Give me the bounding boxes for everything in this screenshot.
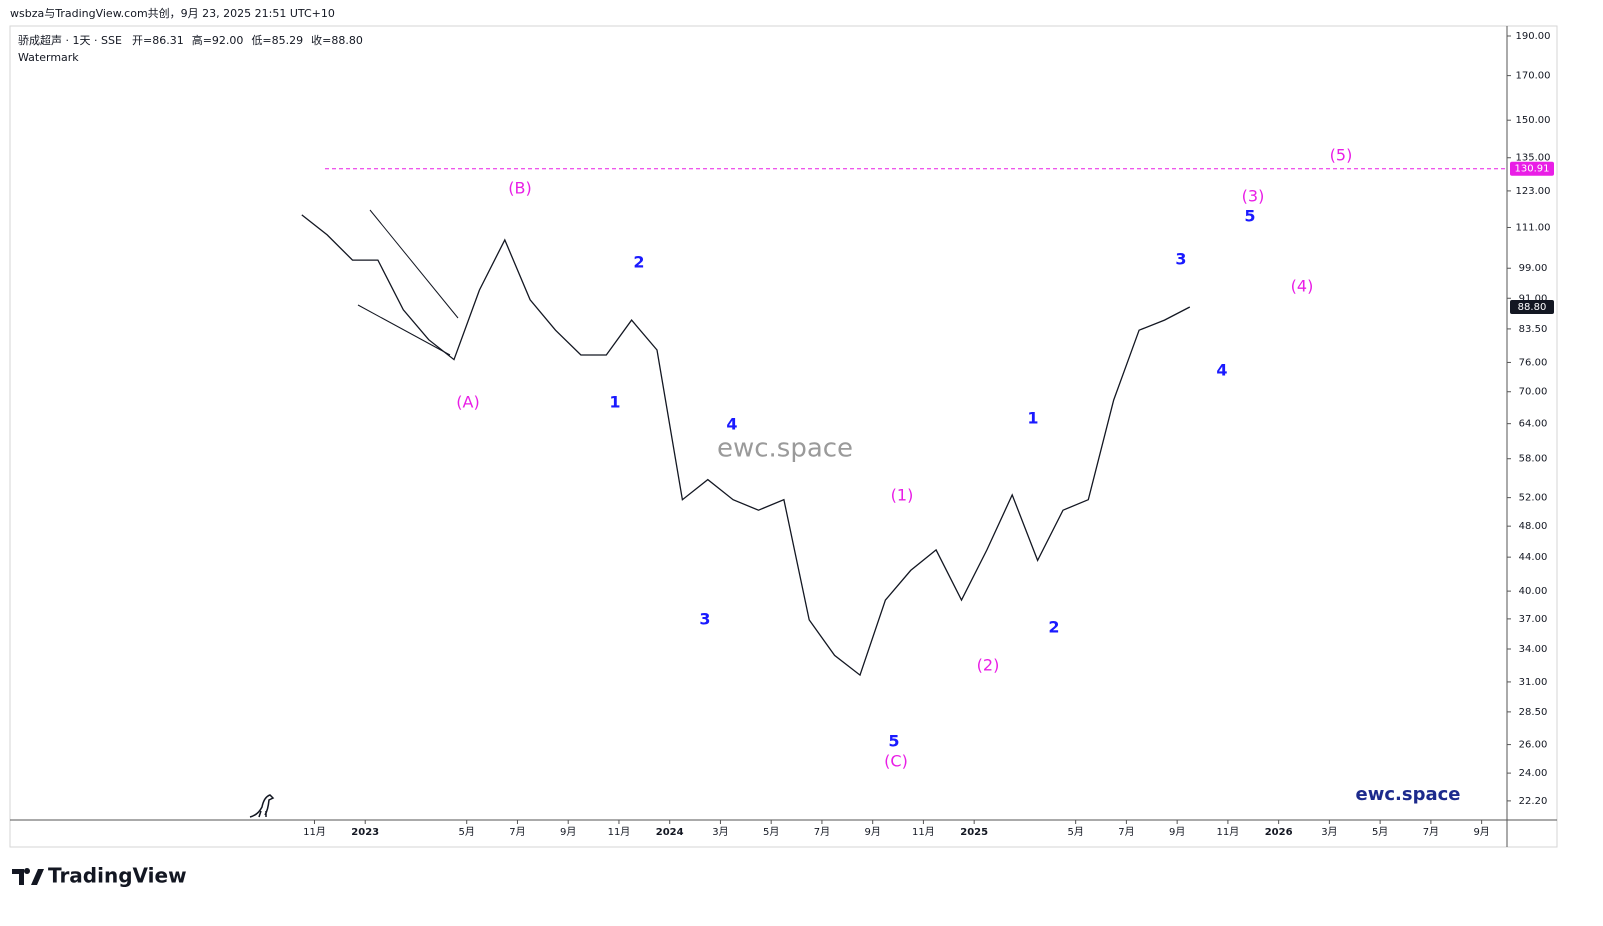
wedge-line: [369, 209, 459, 319]
y-tick-label: 48.00: [1519, 521, 1548, 532]
wave-label: (4): [1291, 277, 1314, 296]
y-tick-label: 52.00: [1519, 493, 1548, 504]
y-tick-label: 26.00: [1519, 740, 1548, 751]
x-tick-label: 7月: [1118, 826, 1134, 838]
x-tick-label: 2024: [656, 827, 684, 838]
wave-label: 3: [699, 610, 710, 629]
x-tick-label: 5月: [1067, 826, 1083, 838]
x-tick-label: 7月: [1423, 826, 1439, 838]
y-tick-label: 135.00: [1516, 153, 1551, 164]
x-tick-label: 3月: [1321, 826, 1337, 838]
y-tick-label: 40.00: [1519, 586, 1548, 597]
y-tick-label: 37.00: [1519, 614, 1548, 625]
hline-label-bg: [1510, 161, 1554, 176]
wave-label: 5: [1244, 207, 1255, 226]
ohlc-value: 开=86.31: [132, 34, 184, 47]
x-tick-label: 9月: [560, 826, 576, 838]
x-tick-label: 2026: [1265, 827, 1293, 838]
x-tick-label: 2023: [351, 827, 379, 838]
x-tick-label: 3月: [712, 826, 728, 838]
x-tick-label: 11月: [912, 826, 935, 838]
wave-label: (B): [508, 179, 531, 198]
x-tick-label: 5月: [459, 826, 475, 838]
last-price-label: 88.80: [1518, 302, 1547, 313]
y-tick-label: 170.00: [1516, 71, 1551, 82]
x-tick-label: 7月: [509, 826, 525, 838]
wave-label: 4: [1216, 361, 1227, 380]
x-tick-label: 9月: [1169, 826, 1185, 838]
wave-label: (A): [456, 393, 479, 412]
credit: wsbza与TradingView.com共创，9月 23, 2025 21:5…: [10, 7, 335, 20]
y-tick-label: 83.50: [1519, 324, 1548, 335]
y-tick-label: 58.00: [1519, 454, 1548, 465]
symbol: 骄成超声 · 1天 · SSE: [18, 33, 122, 47]
wave-label: 1: [609, 393, 620, 412]
wave-label: 5: [888, 732, 899, 751]
wave-label: 3: [1175, 250, 1186, 269]
wave-label: (1): [891, 486, 914, 505]
y-tick-label: 64.00: [1519, 419, 1548, 430]
wave-label: (5): [1330, 146, 1353, 165]
x-tick-label: 5月: [1372, 826, 1388, 838]
y-tick-label: 22.20: [1519, 796, 1548, 807]
x-tick-label: 5月: [763, 826, 779, 838]
logo-icon: [249, 794, 275, 818]
y-tick-label: 123.00: [1516, 186, 1551, 197]
wave-label: 1: [1027, 409, 1038, 428]
ohlc-value: 收=88.80: [311, 33, 363, 47]
y-tick-label: 150.00: [1516, 115, 1551, 126]
y-tick-label: 190.00: [1516, 31, 1551, 42]
wave-label: ewc.space: [717, 434, 853, 464]
y-tick-label: 111.00: [1516, 222, 1551, 233]
brand: TradingView: [48, 864, 187, 888]
y-tick-label: 24.00: [1519, 768, 1548, 779]
y-tick-label: 91.00: [1519, 293, 1548, 304]
wedge-line: [357, 304, 451, 356]
x-tick-label: 11月: [303, 826, 326, 838]
x-tick-label: 11月: [1217, 826, 1240, 838]
x-tick-label: 9月: [864, 826, 880, 838]
wave-label: 4: [726, 415, 737, 434]
ohlc-value: 高=92.00: [192, 33, 244, 47]
wave-label: (3): [1242, 187, 1265, 206]
y-tick-label: 99.00: [1519, 263, 1548, 274]
y-tick-label: 70.00: [1519, 387, 1548, 398]
x-tick-label: 9月: [1473, 826, 1489, 838]
wave-label: 2: [633, 253, 644, 272]
y-tick-label: 28.50: [1519, 707, 1548, 718]
tv-logo: TradingView: [12, 864, 187, 888]
last-price-bg: [1510, 299, 1554, 314]
ohlc-value: 低=85.29: [251, 34, 303, 47]
y-tick-label: 76.00: [1519, 357, 1548, 368]
wave-label: (2): [977, 656, 1000, 675]
x-tick-label: 11月: [608, 826, 631, 838]
wave-label: ewc.space: [1356, 784, 1461, 805]
price-line: [301, 214, 1191, 677]
subtitle: Watermark: [18, 51, 79, 64]
y-tick-label: 34.00: [1519, 644, 1548, 655]
chart-frame: [9, 25, 1558, 848]
y-tick-label: 44.00: [1519, 552, 1548, 563]
hline-label: 130.91: [1515, 164, 1550, 175]
x-tick-label: 2025: [960, 827, 988, 838]
x-tick-label: 7月: [814, 826, 830, 838]
wave-label: 2: [1048, 618, 1059, 637]
y-tick-label: 31.00: [1519, 677, 1548, 688]
wave-label: (C): [884, 752, 908, 771]
